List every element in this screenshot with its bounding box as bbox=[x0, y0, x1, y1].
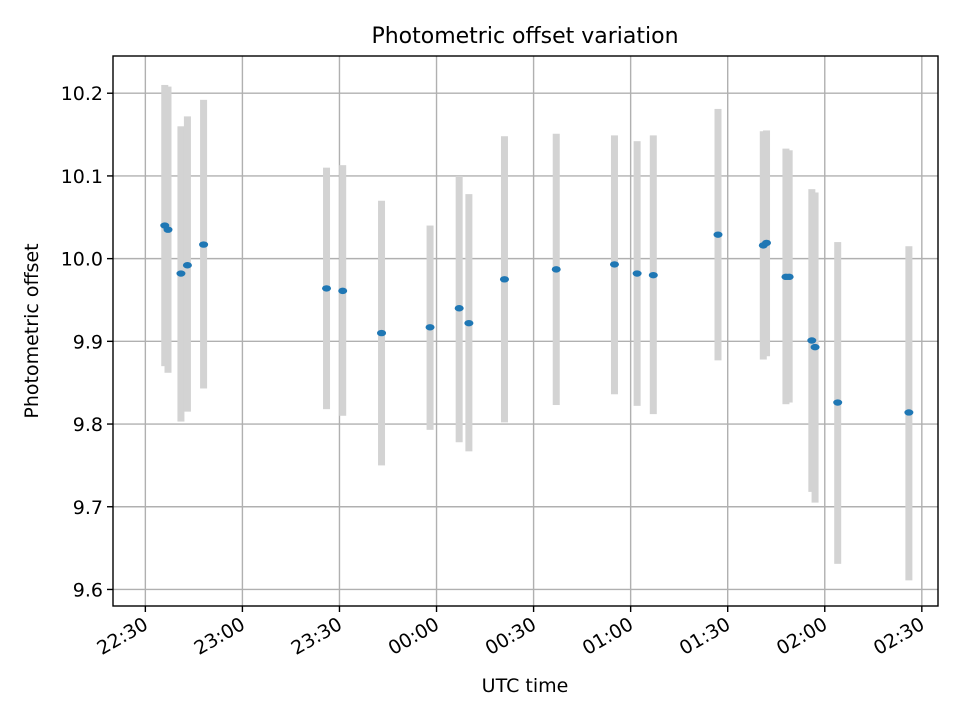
y-tick-label: 10.0 bbox=[61, 249, 103, 271]
y-tick-label: 10.1 bbox=[61, 166, 103, 188]
data-point bbox=[762, 239, 772, 247]
data-points bbox=[160, 222, 914, 416]
data-point bbox=[632, 270, 642, 277]
y-axis-ticks: 9.6 9.7 9.8 9.9 10.0 10.1 10.2 bbox=[61, 83, 113, 601]
data-point bbox=[454, 305, 464, 312]
data-point bbox=[648, 271, 658, 279]
data-point bbox=[499, 276, 509, 283]
data-point bbox=[464, 319, 474, 327]
data-point bbox=[810, 343, 820, 351]
data-point bbox=[199, 241, 209, 248]
data-point bbox=[425, 324, 435, 331]
y-tick-label: 9.6 bbox=[73, 579, 103, 601]
x-axis-label: UTC time bbox=[482, 675, 569, 697]
data-point bbox=[322, 285, 332, 292]
data-point bbox=[176, 270, 186, 277]
y-tick-label: 9.7 bbox=[73, 497, 103, 519]
y-tick-label: 9.8 bbox=[73, 414, 103, 436]
y-tick-label: 9.9 bbox=[73, 331, 103, 353]
data-point bbox=[163, 226, 173, 233]
data-point bbox=[377, 329, 387, 337]
data-point bbox=[807, 337, 817, 344]
data-point bbox=[784, 273, 794, 281]
data-point bbox=[904, 409, 914, 416]
data-point bbox=[609, 261, 619, 268]
data-point bbox=[338, 287, 348, 295]
chart-title: Photometric offset variation bbox=[371, 24, 678, 49]
y-axis-label: Photometric offset bbox=[21, 243, 43, 418]
plot-frame bbox=[112, 55, 939, 607]
data-point bbox=[551, 266, 561, 273]
data-point bbox=[713, 231, 723, 238]
data-point bbox=[833, 399, 843, 406]
y-tick-label: 10.2 bbox=[61, 83, 103, 105]
grid bbox=[113, 56, 938, 606]
data-point bbox=[182, 262, 192, 269]
